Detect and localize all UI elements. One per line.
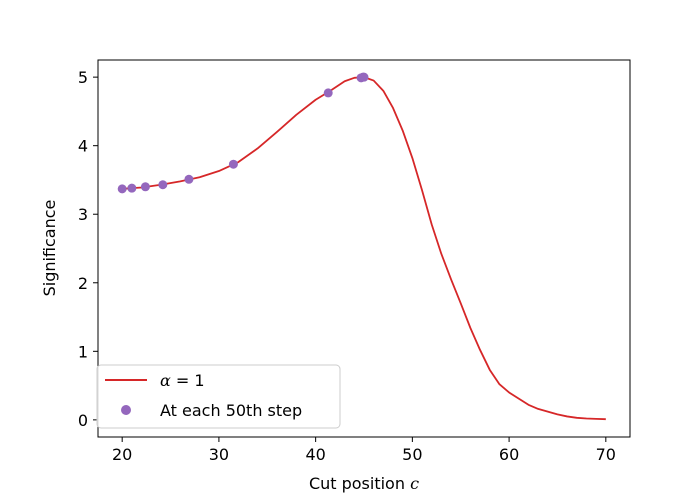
- x-axis: 20 30 40 50 60 70: [112, 437, 616, 464]
- scatter-point: [140, 182, 150, 192]
- plot-frame: [97, 59, 631, 438]
- series-layer: [117, 72, 606, 421]
- legend-frame: [96, 364, 341, 429]
- scatter-point: [323, 88, 333, 98]
- y-tick-label: 1: [78, 342, 88, 361]
- x-tick-label: 70: [596, 445, 616, 464]
- y-tick-label: 2: [78, 274, 88, 293]
- y-tick-label: 4: [78, 137, 88, 156]
- scatter-point: [228, 159, 238, 169]
- x-tick-label: 20: [112, 445, 132, 464]
- x-tick-label: 50: [402, 445, 422, 464]
- legend-label-markers: At each 50th step: [160, 401, 302, 420]
- x-tick-label: 60: [499, 445, 519, 464]
- y-tick-label: 0: [78, 411, 88, 430]
- x-tick-label: 40: [305, 445, 325, 464]
- scatter-point: [359, 72, 369, 82]
- y-tick-label: 5: [78, 68, 88, 87]
- y-axis-label: Significance: [40, 200, 59, 297]
- scatter-point: [158, 180, 168, 190]
- scatter-point: [184, 174, 194, 184]
- series-line-alpha-1: [122, 76, 606, 421]
- y-tick-label: 3: [78, 205, 88, 224]
- y-axis: 0 1 2 3 4 5: [78, 68, 98, 430]
- scatter-point: [117, 184, 127, 194]
- x-axis-label: Cut position c: [309, 474, 419, 493]
- legend-label-line: α = 1: [160, 371, 205, 390]
- x-tick-label: 30: [209, 445, 229, 464]
- legend: α = 1 At each 50th step: [96, 364, 341, 429]
- scatter-point: [127, 183, 137, 193]
- legend-marker-swatch: [121, 405, 131, 415]
